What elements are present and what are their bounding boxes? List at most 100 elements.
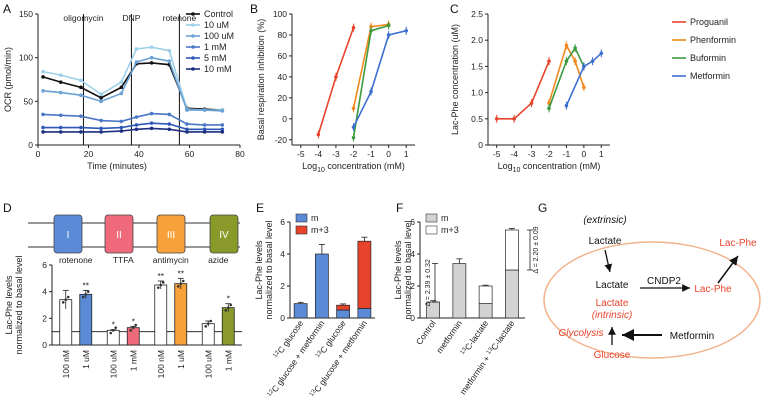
d-complex-box bbox=[104, 214, 134, 254]
a-data-point bbox=[41, 125, 45, 130]
d-replicate-point bbox=[181, 279, 185, 283]
a-data-point bbox=[41, 89, 45, 93]
c-x-tick-label: -2 bbox=[545, 149, 553, 159]
c-legend-label: Metformin bbox=[690, 71, 730, 81]
metformin-label: Metformin bbox=[670, 331, 714, 342]
panel-e-chart: 0 2 4 6 Lac-Phe levels normalized to basal le… bbox=[254, 213, 375, 398]
d-replicate-point bbox=[109, 331, 113, 335]
c-data-point bbox=[564, 59, 569, 63]
b-data-point bbox=[404, 28, 409, 33]
a-data-point bbox=[134, 60, 139, 64]
c-y-tick-label: 2.5 bbox=[471, 9, 483, 19]
d-y-tick-label: 2 bbox=[42, 313, 47, 323]
b-x-tick-label: -4 bbox=[315, 149, 323, 159]
e-y-tick-label: 6 bbox=[280, 217, 285, 227]
d-group-label: azide bbox=[208, 255, 229, 265]
a-legend-marker bbox=[191, 45, 195, 49]
d-replicate-point bbox=[61, 301, 65, 304]
a-data-point bbox=[167, 127, 172, 132]
a-data-point bbox=[99, 96, 103, 100]
c-data-point bbox=[547, 106, 551, 111]
b-x-tick-label: -3 bbox=[332, 149, 340, 159]
b-x-tick-label: 1 bbox=[404, 149, 409, 159]
d-bar bbox=[154, 284, 168, 346]
b-data-point bbox=[386, 33, 391, 37]
e-bar-segment bbox=[336, 309, 350, 319]
d-replicate-point bbox=[111, 329, 115, 332]
a-data-point bbox=[202, 130, 207, 134]
e-legend-swatch bbox=[295, 213, 308, 223]
f-bar-segment bbox=[478, 285, 493, 304]
b-y-tick-label: 60 bbox=[278, 51, 288, 61]
c-x-tick-label: -5 bbox=[493, 149, 501, 159]
a-data-point bbox=[167, 122, 172, 126]
f-y-tick-label: 2 bbox=[410, 281, 415, 291]
d-bar bbox=[174, 283, 188, 346]
c-data-point bbox=[599, 51, 604, 56]
b-y-tick-label: 40 bbox=[278, 72, 288, 82]
d-replicate-point bbox=[159, 283, 163, 287]
panel-c-chart: 0 0.5 1.0 1.5 2.0 2.5 -5 -4 -3 -2 -1 0 1 Log10 concen… bbox=[450, 9, 736, 174]
d-y-tick-label: 4 bbox=[42, 287, 47, 297]
e-bar-segment bbox=[357, 240, 372, 309]
c-y-tick-label: 1.0 bbox=[471, 88, 483, 98]
a-data-point bbox=[119, 125, 124, 130]
panel-g-diagram: (extrinsic) Lactate Lactate CNDP2 Lac-Ph… bbox=[543, 215, 761, 361]
d-bar bbox=[221, 307, 235, 346]
b-series-line bbox=[317, 27, 355, 135]
b-data-point bbox=[369, 89, 373, 94]
d-complex-label: II bbox=[116, 230, 122, 241]
f-legend-swatch bbox=[425, 225, 438, 235]
a-injection-label: DNP bbox=[122, 13, 140, 23]
d-replicate-point bbox=[229, 303, 233, 307]
a-data-point bbox=[134, 115, 139, 119]
a-injection-label: oligomycin bbox=[63, 13, 103, 23]
c-data-point bbox=[564, 43, 569, 48]
b-data-point bbox=[369, 24, 373, 29]
b-data-point bbox=[386, 23, 391, 28]
a-x-tick-label: 20 bbox=[84, 149, 94, 159]
c-x-tick-label: -3 bbox=[528, 149, 536, 159]
f-x-tick-label: Control bbox=[414, 318, 438, 346]
arrow-lacphe-export bbox=[717, 255, 739, 284]
c-legend-label: Buformin bbox=[690, 53, 726, 63]
cndp2-label: CNDP2 bbox=[647, 276, 681, 287]
a-x-tick-label: 0 bbox=[36, 149, 41, 159]
d-y-tick-label: 6 bbox=[42, 260, 47, 270]
d-replicate-point bbox=[84, 293, 88, 296]
d-group-label: antimycin bbox=[153, 255, 189, 265]
d-significance: * bbox=[227, 294, 231, 304]
d-replicate-point bbox=[206, 322, 210, 325]
e-y-axis-label: Lac-Phe levels bbox=[254, 240, 264, 300]
a-data-point bbox=[79, 85, 83, 90]
e-bar-segment bbox=[293, 303, 308, 319]
a-data-point bbox=[149, 126, 154, 131]
panel-letter-c: C bbox=[450, 2, 459, 16]
a-x-tick-label: 80 bbox=[235, 149, 245, 159]
panel-f-chart: 0 2 4 6 Lac-Phe levels normalized to basal le… bbox=[393, 213, 540, 396]
c-data-point bbox=[573, 59, 577, 63]
a-data-point bbox=[79, 93, 83, 98]
lacphe-intracellular: Lac-Phe bbox=[694, 284, 732, 295]
f-bar-segment bbox=[452, 263, 467, 319]
c-legend-label: Proguanil bbox=[690, 17, 728, 27]
c-y-tick-label: 0 bbox=[478, 140, 483, 150]
a-x-tick-label: 60 bbox=[185, 149, 195, 159]
b-series-line bbox=[352, 23, 389, 109]
d-x-tick-label: 100 uM bbox=[108, 350, 118, 378]
e-bar-segment bbox=[357, 308, 372, 319]
d-replicate-point bbox=[114, 326, 118, 329]
d-complex-box bbox=[156, 214, 186, 254]
a-data-point bbox=[149, 121, 154, 125]
a-data-point bbox=[99, 118, 103, 123]
c-x-tick-label: 0 bbox=[581, 149, 586, 159]
b-data-point bbox=[334, 75, 338, 79]
a-data-point bbox=[202, 108, 207, 112]
d-replicate-point bbox=[209, 319, 213, 323]
b-y-tick-label: -20 bbox=[275, 135, 288, 145]
b-data-point bbox=[316, 132, 321, 137]
d-x-tick-label: 1 uM bbox=[81, 350, 91, 369]
f-delta-annotation: Δ = 2.20 ± 0.09 bbox=[533, 226, 540, 273]
d-x-tick-label: 100 nM bbox=[61, 350, 71, 378]
lactate-cytosol: Lactate bbox=[596, 280, 629, 291]
